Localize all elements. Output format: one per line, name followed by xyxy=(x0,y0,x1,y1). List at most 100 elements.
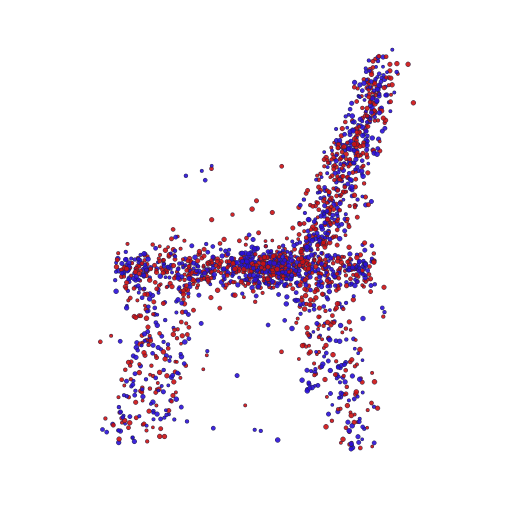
point-cloud-point xyxy=(162,356,168,362)
point-cloud-point xyxy=(335,174,340,179)
point-cloud-point xyxy=(332,252,338,258)
point-cloud-point xyxy=(362,98,367,102)
point-cloud-point xyxy=(201,367,206,372)
point-cloud-point xyxy=(331,166,337,172)
point-cloud-point xyxy=(357,346,363,353)
point-cloud-point xyxy=(288,282,293,287)
point-cloud-point xyxy=(216,265,221,270)
point-cloud-point xyxy=(304,244,310,250)
point-cloud-point xyxy=(250,288,256,294)
point-cloud-point xyxy=(237,238,242,244)
point-cloud-point xyxy=(330,152,335,157)
point-cloud-point xyxy=(346,398,351,403)
point-cloud-point xyxy=(284,276,289,282)
point-cloud-point xyxy=(152,280,158,285)
point-cloud-point xyxy=(194,268,199,273)
point-cloud-point xyxy=(357,82,363,88)
point-cloud-point xyxy=(270,253,276,259)
point-cloud-point xyxy=(149,363,154,368)
point-cloud-point xyxy=(205,249,211,255)
point-cloud-point xyxy=(381,314,386,319)
point-cloud-point xyxy=(385,70,389,75)
point-cloud-point xyxy=(331,269,336,274)
point-cloud-point xyxy=(225,251,231,257)
point-cloud-point xyxy=(327,197,332,202)
point-cloud-point xyxy=(186,294,191,299)
point-cloud-point xyxy=(298,255,304,261)
point-cloud-point xyxy=(377,92,382,97)
point-cloud-point xyxy=(360,268,365,273)
point-cloud-point xyxy=(146,296,153,302)
point-cloud-point xyxy=(384,75,389,80)
point-cloud-point xyxy=(337,322,344,329)
point-cloud-point xyxy=(297,202,303,208)
point-cloud-point xyxy=(148,372,153,377)
point-cloud-point xyxy=(336,374,341,379)
point-cloud-point xyxy=(267,260,273,266)
point-cloud-point xyxy=(260,290,265,295)
point-cloud-point xyxy=(353,277,358,282)
point-cloud-point xyxy=(345,216,350,222)
point-cloud-point xyxy=(141,331,148,337)
point-cloud-point xyxy=(303,282,309,288)
point-cloud-point xyxy=(304,325,310,331)
point-cloud-point xyxy=(157,433,163,440)
point-cloud-point xyxy=(295,316,300,321)
point-cloud-point xyxy=(343,119,348,125)
point-cloud-point xyxy=(348,446,354,452)
point-cloud-point xyxy=(196,264,201,269)
point-cloud-point xyxy=(204,353,209,358)
point-cloud-point xyxy=(348,276,353,282)
point-cloud-point xyxy=(259,265,264,270)
point-cloud-point xyxy=(254,198,259,204)
point-cloud-point xyxy=(172,254,178,259)
point-cloud-point xyxy=(341,306,346,312)
point-cloud-point xyxy=(318,279,323,284)
point-cloud-point xyxy=(342,392,347,397)
point-cloud-point xyxy=(230,212,235,217)
point-cloud-point xyxy=(331,220,336,225)
point-cloud-point xyxy=(201,246,207,252)
point-cloud-point xyxy=(170,372,176,378)
point-cloud-point xyxy=(354,254,360,261)
point-cloud-point xyxy=(342,184,348,190)
point-cloud-point xyxy=(342,379,348,385)
point-cloud-point xyxy=(232,292,238,298)
point-cloud-point xyxy=(246,251,252,257)
point-cloud-point xyxy=(243,242,248,247)
point-cloud-point xyxy=(365,268,371,273)
point-cloud-point xyxy=(154,286,160,292)
point-cloud-point xyxy=(316,305,322,311)
point-cloud-point xyxy=(180,257,185,262)
point-cloud-point xyxy=(251,245,258,252)
point-cloud-point xyxy=(347,106,353,112)
point-cloud-point xyxy=(322,235,327,240)
point-cloud-point xyxy=(307,301,313,308)
point-cloud-point xyxy=(366,272,372,277)
point-cloud-point xyxy=(354,129,360,135)
point-cloud-point xyxy=(310,203,316,209)
point-cloud-point xyxy=(357,376,363,382)
point-cloud-point xyxy=(343,368,348,373)
point-cloud-point xyxy=(269,209,275,216)
point-cloud-point xyxy=(147,333,152,338)
point-cloud-point xyxy=(376,71,382,77)
point-cloud-point xyxy=(169,236,174,242)
point-cloud-point xyxy=(157,331,162,336)
point-cloud-point xyxy=(175,266,181,272)
point-cloud-point xyxy=(133,399,139,405)
point-cloud-point xyxy=(362,247,368,253)
point-cloud-point xyxy=(311,232,316,237)
point-cloud-point xyxy=(136,290,141,295)
point-cloud-point xyxy=(144,423,149,428)
point-cloud-point xyxy=(143,315,150,322)
point-cloud-point xyxy=(141,350,147,356)
point-cloud-point xyxy=(174,336,180,341)
point-cloud-point xyxy=(146,342,151,348)
point-cloud-point xyxy=(297,268,302,273)
point-cloud-point xyxy=(103,416,108,421)
point-cloud-point xyxy=(146,408,152,414)
point-cloud-point xyxy=(151,299,157,305)
point-cloud-point xyxy=(338,440,343,445)
point-cloud-point xyxy=(343,212,348,217)
